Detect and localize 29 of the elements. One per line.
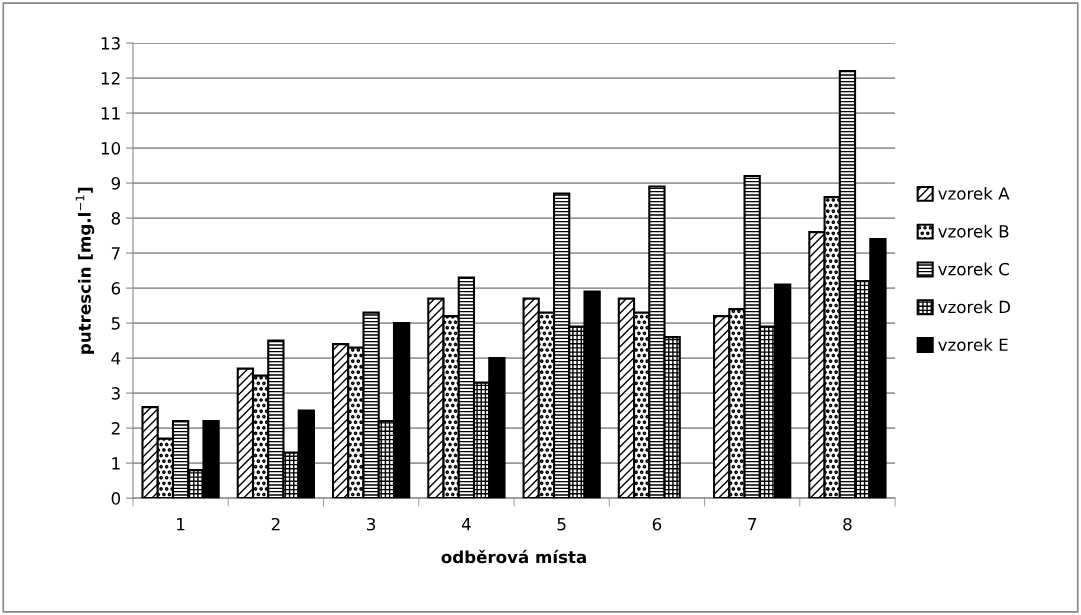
x-tick-label: 4 xyxy=(461,518,471,531)
y-axis-title: putrescin [mg.l$^{−1}$] xyxy=(75,187,95,354)
y-tick-label: 3 xyxy=(111,387,120,400)
y-tick-label: 7 xyxy=(111,247,120,260)
y-tick-label: 1 xyxy=(112,457,120,470)
legend-label: vzorek D xyxy=(938,300,1011,314)
legend-label: vzorek A xyxy=(938,186,1010,200)
y-tick-label: 0 xyxy=(111,492,121,505)
y-tick-label: 2 xyxy=(111,422,120,435)
y-tick-label: 8 xyxy=(111,212,121,225)
y-tick-label: 13 xyxy=(101,37,120,50)
x-tick-label: 7 xyxy=(748,518,757,531)
legend-label: vzorek C xyxy=(938,262,1009,276)
x-tick-label: 5 xyxy=(557,518,566,531)
legend-label: vzorek B xyxy=(938,224,1009,238)
legend-label: vzorek E xyxy=(938,338,1008,352)
y-tick-label: 4 xyxy=(111,352,121,365)
x-tick-label: 6 xyxy=(652,517,662,531)
y-tick-label: 9 xyxy=(111,177,120,190)
y-tick-label: 5 xyxy=(111,317,120,330)
y-tick-label: 10 xyxy=(101,142,121,155)
x-tick-label: 8 xyxy=(843,517,852,531)
y-tick-label: 11 xyxy=(101,107,120,120)
x-tick-label: 3 xyxy=(367,517,376,531)
y-tick-label: 6 xyxy=(111,282,121,295)
x-tick-label: 2 xyxy=(271,517,280,531)
x-tick-label: 1 xyxy=(177,518,185,531)
y-tick-label: 12 xyxy=(101,72,120,85)
x-axis-title: odběrová místa xyxy=(441,549,586,564)
